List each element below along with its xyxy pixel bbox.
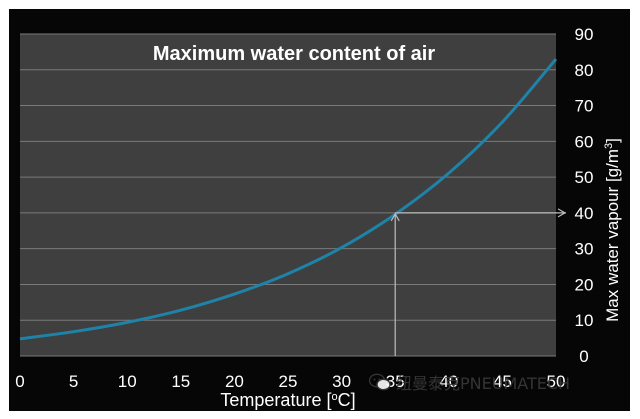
x-tick-label: 5 [69, 372, 78, 391]
x-tick-label: 50 [547, 372, 566, 391]
y-tick-label: 30 [575, 240, 594, 259]
series-line [19, 58, 558, 341]
gridlines [20, 33, 556, 357]
y-tick-labels: 0 10 20 30 40 50 60 70 80 90 [575, 25, 594, 366]
y-tick-label: 10 [575, 311, 594, 330]
horizontal-arrow-head [557, 208, 567, 218]
x-tick-label: 25 [279, 372, 298, 391]
plot-area [20, 34, 556, 356]
y-tick-label: 70 [575, 97, 594, 116]
x-tick-label: 45 [493, 372, 512, 391]
x-tick-label: 15 [171, 372, 190, 391]
vertical-arrow-head [390, 212, 400, 222]
x-tick-label: 10 [118, 372, 137, 391]
x-tick-label: 0 [15, 372, 24, 391]
x-tick-label: 30 [332, 372, 351, 391]
y-tick-label: 80 [575, 61, 594, 80]
watermark-text: 纽曼泰克PNEUMATECH [396, 374, 571, 393]
x-tick-label: 35 [386, 372, 405, 391]
y-axis-label: Max water vapour [g/m3] [603, 138, 622, 322]
y-tick-label: 40 [575, 204, 594, 223]
y-tick-label: 50 [575, 168, 594, 187]
y-tick-label: 0 [579, 347, 588, 366]
annotation-arrows [390, 208, 567, 356]
watermark: 纽曼泰克PNEUMATECH [369, 369, 570, 395]
x-tick-label: 40 [439, 372, 458, 391]
wechat-logo-icon [369, 373, 391, 391]
x-tick-labels: 0 5 10 15 20 25 30 35 40 45 50 [15, 372, 565, 391]
x-tick-label: 20 [225, 372, 244, 391]
y-tick-label: 90 [575, 25, 594, 44]
chart-title: Maximum water content of air [153, 43, 435, 65]
y-tick-label: 60 [575, 132, 594, 151]
chart-frame: 0 5 10 15 20 25 30 35 40 45 50 0 10 20 30 40 50 60 70 80 90… [9, 9, 630, 411]
x-axis-label: Temperature [oC] [220, 390, 355, 410]
chart: 0 5 10 15 20 25 30 35 40 45 50 0 10 20 30 40 50 60 70 80 90… [15, 25, 622, 410]
y-tick-label: 20 [575, 275, 594, 294]
